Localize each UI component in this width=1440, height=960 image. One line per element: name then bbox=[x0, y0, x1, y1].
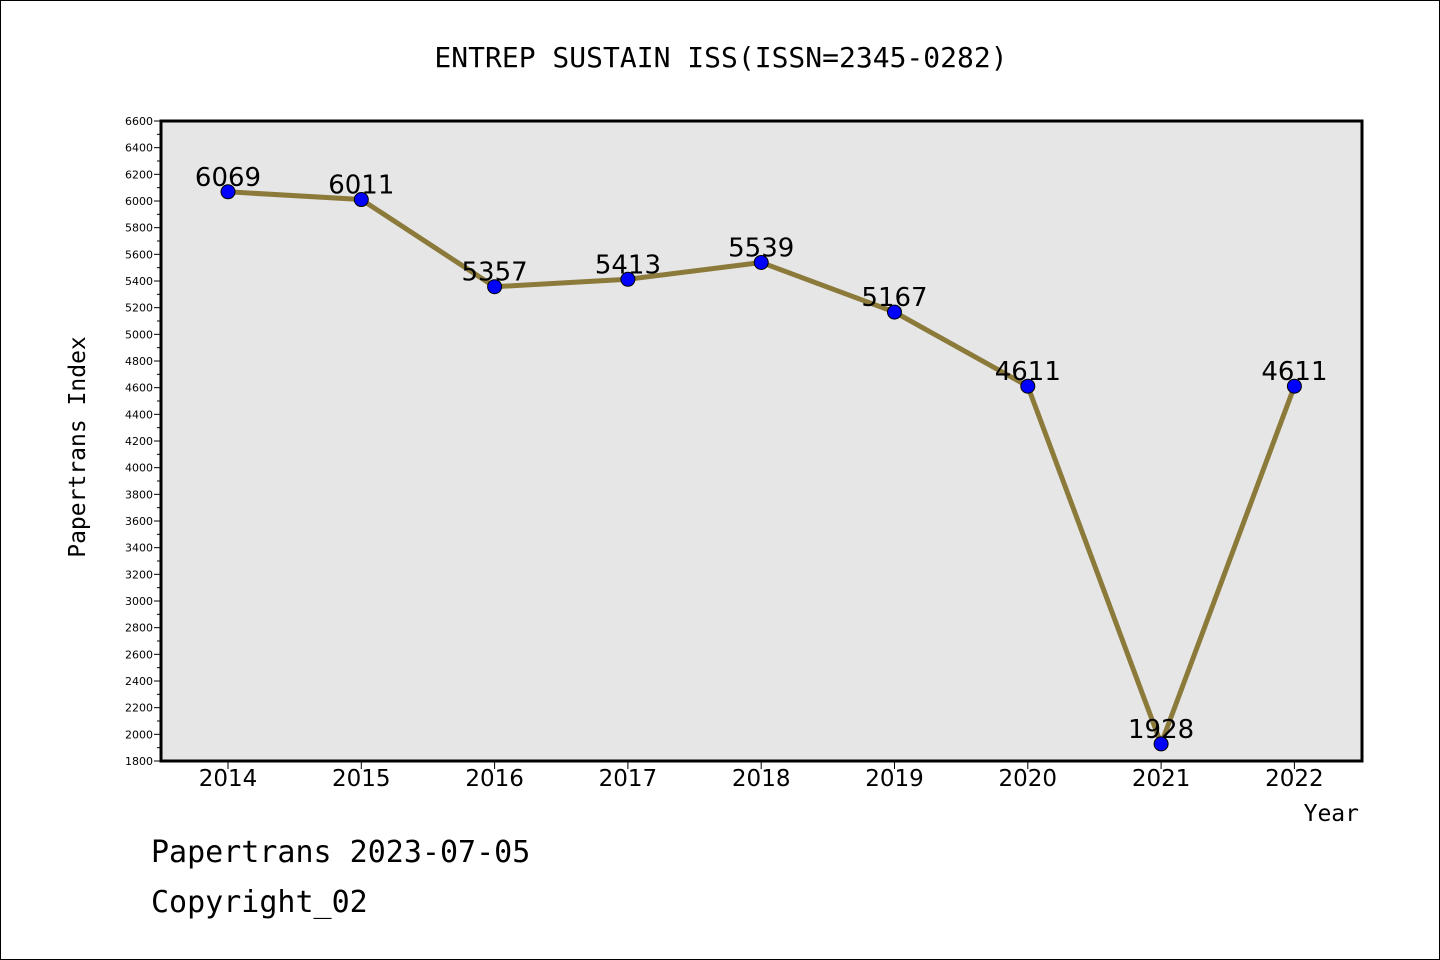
data-label: 5539 bbox=[728, 233, 794, 263]
y-tick-label: 2800 bbox=[125, 622, 153, 635]
y-tick-label: 5400 bbox=[125, 275, 153, 288]
y-tick-label: 4200 bbox=[125, 435, 153, 448]
data-label: 6011 bbox=[328, 171, 394, 201]
data-label: 4611 bbox=[995, 357, 1061, 387]
y-tick-label: 1800 bbox=[125, 755, 153, 768]
x-tick-label: 2019 bbox=[865, 766, 924, 792]
y-tick-label: 2000 bbox=[125, 728, 153, 741]
x-axis-label: Year bbox=[1304, 801, 1359, 827]
y-tick-label: 6200 bbox=[125, 168, 153, 181]
data-point bbox=[620, 271, 636, 287]
y-tick-label: 5600 bbox=[125, 248, 153, 261]
data-label: 5167 bbox=[861, 283, 927, 313]
data-point bbox=[220, 184, 236, 200]
y-tick-label: 6000 bbox=[125, 195, 153, 208]
plot-area bbox=[159, 119, 1364, 763]
y-tick-label: 4800 bbox=[125, 355, 153, 368]
data-label: 4611 bbox=[1261, 357, 1327, 387]
y-tick-label: 2400 bbox=[125, 675, 153, 688]
y-tick-label: 6600 bbox=[125, 115, 153, 128]
data-label: 5357 bbox=[462, 258, 528, 288]
y-tick-label: 3400 bbox=[125, 542, 153, 555]
y-tick-label: 4000 bbox=[125, 462, 153, 475]
y-tick-label: 3000 bbox=[125, 595, 153, 608]
y-axis: 1800 2000 2200 2400 2600 2800 3000 3200 3400 3600… bbox=[125, 115, 161, 768]
footer-copyright: Copyright_02 bbox=[151, 885, 368, 920]
y-tick-label: 2600 bbox=[125, 648, 153, 661]
y-axis-label: Papertrans Index bbox=[65, 336, 91, 558]
chart-title: ENTREP SUSTAIN ISS(ISSN=2345-0282) bbox=[434, 41, 1007, 74]
data-point bbox=[353, 192, 369, 208]
data-label: 5413 bbox=[595, 250, 661, 280]
x-tick-label: 2022 bbox=[1265, 766, 1324, 792]
x-tick-label: 2020 bbox=[999, 766, 1058, 792]
data-point bbox=[487, 279, 503, 295]
footer-date: Papertrans 2023-07-05 bbox=[151, 835, 531, 870]
x-tick-label: 2017 bbox=[599, 766, 658, 792]
x-tick-label: 2015 bbox=[332, 766, 391, 792]
x-tick-label: 2018 bbox=[732, 766, 791, 792]
y-tick-label: 3800 bbox=[125, 488, 153, 501]
y-tick-label: 5200 bbox=[125, 302, 153, 315]
data-point bbox=[1286, 378, 1302, 394]
y-tick-label: 5000 bbox=[125, 328, 153, 341]
y-tick-label: 6400 bbox=[125, 142, 153, 155]
y-tick-label: 4400 bbox=[125, 408, 153, 421]
data-point bbox=[1020, 378, 1036, 394]
x-axis: 2014 2015 2016 2017 2018 2019 2020 2021 2022 bbox=[199, 761, 1324, 792]
data-labels-group: 6069 6011 5357 5413 5539 5167 4611 1928 4611 bbox=[195, 163, 1328, 745]
data-point bbox=[887, 304, 902, 320]
y-tick-label: 2200 bbox=[125, 702, 153, 715]
y-tick-label: 3200 bbox=[125, 568, 153, 581]
data-label: 6069 bbox=[195, 163, 261, 193]
y-tick-label: 4600 bbox=[125, 382, 153, 395]
markers-group bbox=[220, 184, 1302, 752]
x-tick-label: 2016 bbox=[465, 766, 524, 792]
data-point bbox=[753, 254, 769, 270]
x-tick-label: 2021 bbox=[1132, 766, 1191, 792]
data-label: 1928 bbox=[1128, 715, 1194, 745]
y-tick-label: 3600 bbox=[125, 515, 153, 528]
x-tick-label: 2014 bbox=[199, 766, 258, 792]
y-tick-label: 5800 bbox=[125, 222, 153, 235]
data-point bbox=[1153, 736, 1169, 752]
